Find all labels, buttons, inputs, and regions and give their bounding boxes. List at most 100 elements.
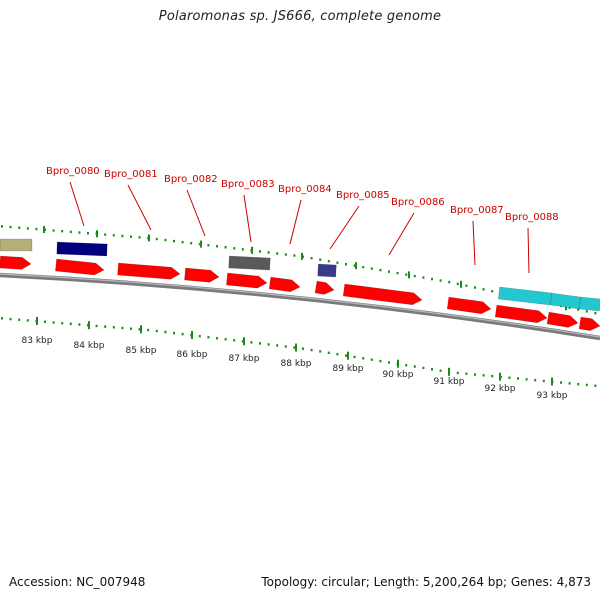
minor-tick bbox=[198, 242, 201, 246]
minor-tick bbox=[422, 276, 425, 279]
minor-tick bbox=[173, 239, 175, 243]
map-title: Polaromonas sp. JS666, complete genome bbox=[158, 9, 442, 24]
minor-tick bbox=[61, 229, 64, 233]
major-tick bbox=[448, 367, 450, 376]
kbp-label: 90 kbp bbox=[383, 370, 414, 380]
minor-tick bbox=[293, 346, 296, 349]
minor-tick bbox=[69, 230, 72, 234]
major-tick bbox=[243, 337, 245, 346]
kbp-label: 92 kbp bbox=[485, 384, 516, 394]
major-tick bbox=[397, 359, 399, 368]
minor-tick bbox=[52, 321, 55, 324]
minor-tick bbox=[577, 382, 580, 386]
major-tick bbox=[355, 262, 357, 270]
minor-tick bbox=[224, 246, 227, 249]
minor-tick bbox=[18, 318, 21, 321]
minor-tick bbox=[276, 344, 279, 347]
minor-tick bbox=[267, 251, 270, 254]
cds-arrow bbox=[55, 258, 105, 276]
gene-label: Bpro_0087 bbox=[450, 205, 504, 216]
major-tick bbox=[148, 234, 150, 242]
minor-tick bbox=[216, 245, 218, 248]
minor-tick bbox=[310, 257, 313, 260]
leader-line bbox=[289, 199, 302, 245]
minor-tick bbox=[52, 229, 55, 232]
minor-tick bbox=[448, 280, 451, 284]
minor-tick bbox=[405, 363, 408, 367]
minor-tick bbox=[577, 308, 580, 311]
minor-tick bbox=[173, 331, 175, 335]
label-leader-lines bbox=[69, 181, 530, 274]
cds-box bbox=[56, 241, 108, 257]
cds-box bbox=[579, 296, 600, 312]
major-tick bbox=[551, 377, 553, 386]
minor-tick bbox=[474, 286, 476, 289]
minor-tick bbox=[491, 290, 494, 293]
minor-tick bbox=[164, 238, 167, 242]
minor-tick bbox=[104, 325, 107, 328]
minor-tick bbox=[585, 383, 588, 387]
kbp-label: 85 kbp bbox=[126, 346, 157, 356]
minor-tick bbox=[345, 354, 347, 357]
cds-arrow bbox=[268, 276, 301, 293]
minor-tick bbox=[233, 339, 236, 342]
minor-tick bbox=[345, 262, 347, 266]
minor-tick bbox=[1, 225, 3, 228]
cds-arrow bbox=[342, 283, 423, 306]
cds-box bbox=[549, 292, 582, 310]
minor-tick bbox=[61, 321, 64, 325]
gene-label: Bpro_0086 bbox=[391, 197, 445, 208]
minor-tick bbox=[491, 374, 494, 378]
major-tick bbox=[408, 271, 410, 279]
minor-tick bbox=[104, 233, 107, 236]
minor-tick bbox=[517, 377, 519, 380]
leader-line bbox=[243, 194, 252, 243]
minor-tick bbox=[216, 337, 218, 340]
minor-tick bbox=[431, 368, 433, 371]
leader-line bbox=[127, 184, 152, 231]
minor-tick bbox=[482, 374, 485, 377]
kbp-label: 88 kbp bbox=[281, 359, 312, 369]
minor-tick bbox=[319, 350, 322, 353]
minor-tick bbox=[456, 371, 459, 375]
accession-text: Accession: NC_007948 bbox=[9, 575, 146, 589]
major-tick bbox=[36, 316, 38, 325]
backbone-highlight bbox=[0, 273, 600, 338]
leader-line bbox=[527, 227, 530, 274]
genome-backbone bbox=[0, 272, 600, 341]
minor-tick bbox=[456, 282, 459, 286]
minor-tick bbox=[130, 327, 132, 330]
kbp-label: 87 kbp bbox=[229, 354, 260, 364]
minor-tick bbox=[379, 359, 382, 363]
gene-label: Bpro_0081 bbox=[104, 169, 158, 180]
minor-tick bbox=[560, 381, 562, 384]
minor-tick bbox=[9, 225, 12, 229]
backbone-line bbox=[0, 272, 600, 341]
cds-arrow bbox=[314, 280, 335, 295]
leader-line bbox=[388, 212, 415, 256]
minor-tick bbox=[207, 336, 210, 339]
minor-tick bbox=[121, 326, 124, 330]
gene-label-group: Bpro_0080 Bpro_0081 Bpro_0082 Bpro_0083 Bpro… bbox=[46, 166, 559, 223]
inner-tick-ring bbox=[1, 316, 597, 387]
minor-tick bbox=[44, 320, 46, 323]
minor-tick bbox=[155, 237, 158, 241]
minor-tick bbox=[327, 351, 330, 355]
minor-tick bbox=[87, 232, 89, 235]
cds-arrow bbox=[184, 267, 220, 283]
cds-arrow bbox=[446, 296, 492, 315]
major-tick bbox=[460, 280, 462, 288]
minor-tick bbox=[327, 259, 330, 263]
genome-summary-text: Topology: circular; Length: 5,200,264 bp… bbox=[261, 575, 591, 589]
major-tick bbox=[88, 321, 90, 330]
gene-label: Bpro_0083 bbox=[221, 179, 275, 190]
minor-tick bbox=[474, 373, 476, 376]
minor-tick bbox=[1, 317, 3, 320]
gene-label: Bpro_0085 bbox=[336, 190, 390, 201]
minor-tick bbox=[164, 330, 167, 334]
minor-tick bbox=[250, 341, 253, 344]
minor-tick bbox=[155, 329, 158, 333]
minor-tick bbox=[388, 270, 390, 273]
minor-tick bbox=[18, 226, 21, 229]
